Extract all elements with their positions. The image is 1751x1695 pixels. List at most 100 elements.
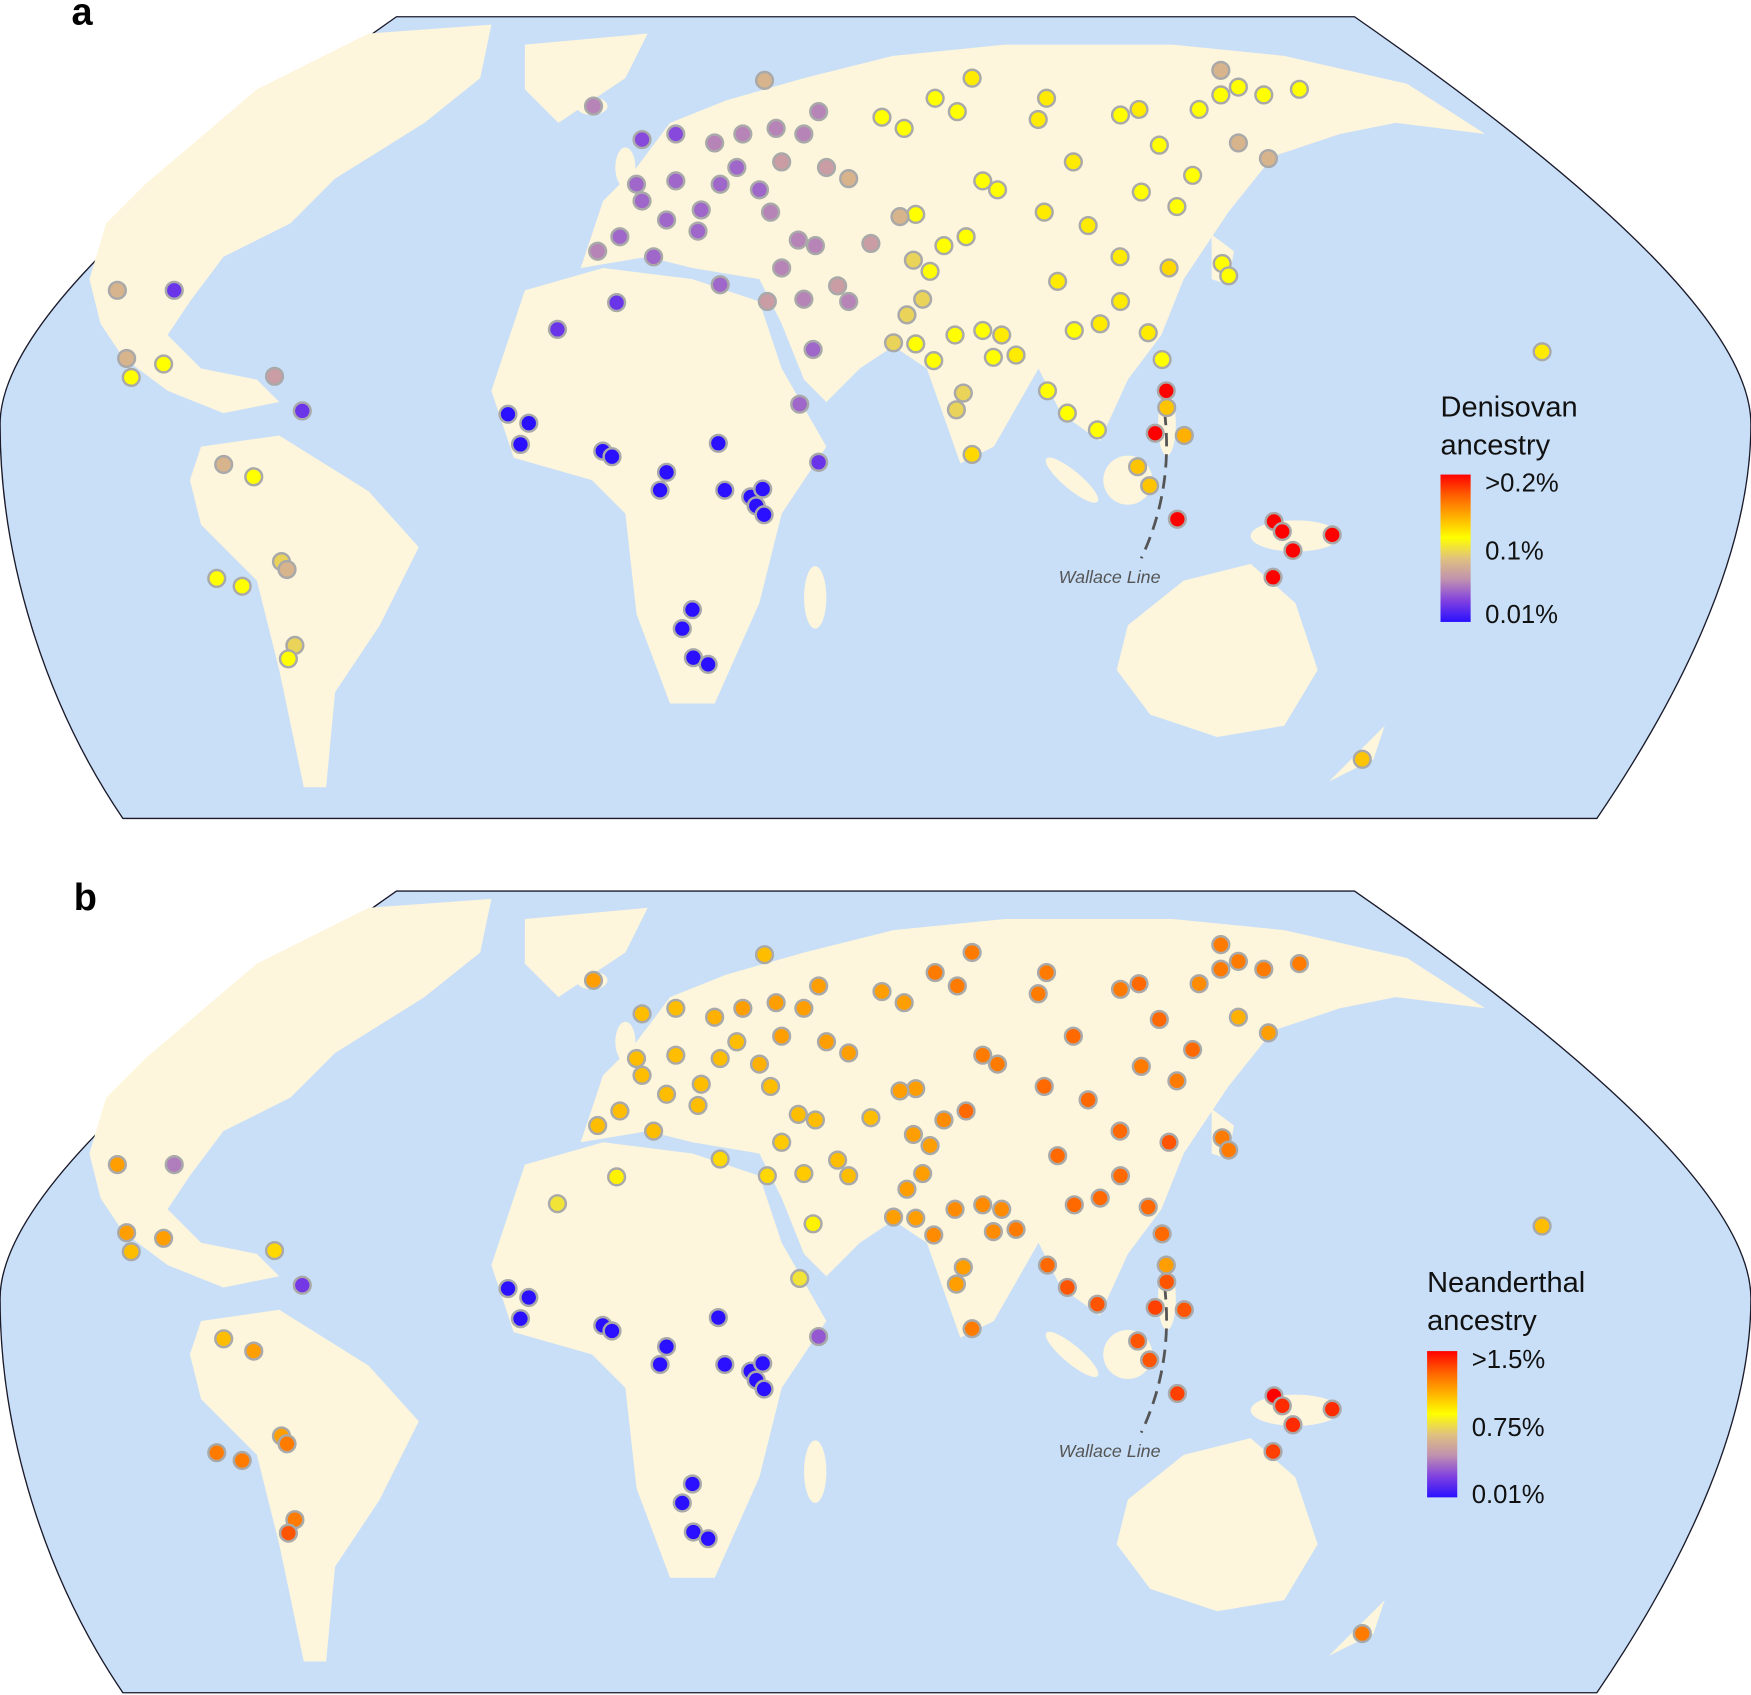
- sample-point: [962, 1319, 982, 1339]
- sample-point: [897, 305, 917, 325]
- sample-point: [1090, 314, 1110, 334]
- sample-point: [164, 1155, 184, 1175]
- sample-point: [214, 1329, 234, 1349]
- legend-tick-mid: 0.1%: [1485, 537, 1544, 565]
- sample-point: [1211, 60, 1231, 80]
- sample-point: [277, 559, 297, 580]
- sample-point: [983, 347, 1003, 367]
- sample-point: [956, 227, 976, 247]
- sample-point: [583, 970, 604, 990]
- sample-point: [1006, 345, 1026, 365]
- sample-point: [278, 649, 299, 669]
- wallace-line-label: Wallace Line: [1059, 1441, 1161, 1461]
- sample-point: [519, 1287, 539, 1308]
- sample-point: [710, 174, 730, 194]
- sample-point: [973, 1195, 993, 1215]
- sample-point: [794, 289, 814, 309]
- sample-point: [588, 241, 608, 261]
- sample-point: [992, 325, 1012, 345]
- panel-letter: a: [72, 0, 94, 34]
- sample-point: [1174, 425, 1194, 446]
- sample-point: [705, 133, 725, 153]
- sample-point: [894, 993, 914, 1013]
- sample-point: [1063, 1026, 1083, 1046]
- sample-point: [1228, 133, 1248, 153]
- sample-point: [772, 1132, 792, 1152]
- sample-point: [805, 236, 826, 256]
- sample-point: [1131, 182, 1151, 202]
- sample-point: [953, 1257, 973, 1277]
- sample-point: [164, 280, 184, 300]
- legend-tick-high: >0.2%: [1485, 469, 1559, 497]
- sample-point: [656, 1337, 677, 1357]
- sample-point: [973, 320, 993, 341]
- sample-point: [772, 258, 792, 278]
- sample-point: [1090, 1188, 1110, 1208]
- sample-point: [710, 1048, 730, 1069]
- sample-point: [1352, 1623, 1372, 1644]
- sample-point: [1064, 1195, 1084, 1215]
- sample-point: [666, 124, 686, 144]
- sample-point: [1189, 974, 1209, 994]
- sample-point: [1110, 247, 1130, 267]
- sample-point: [956, 1101, 976, 1121]
- sample-point: [1034, 202, 1054, 222]
- sample-point: [498, 404, 518, 424]
- sample-point: [1138, 1197, 1158, 1217]
- sample-points: [107, 935, 1552, 1644]
- sample-point: [794, 998, 814, 1018]
- sample-point: [632, 1065, 652, 1085]
- sample-point: [809, 1326, 829, 1347]
- sample-point: [1157, 397, 1177, 418]
- legend-title-line2: ancestry: [1440, 429, 1550, 461]
- sample-point: [666, 1045, 686, 1065]
- sample-point: [1272, 521, 1292, 542]
- sample-point: [682, 600, 703, 620]
- sample-point: [894, 118, 914, 139]
- sample-point: [920, 261, 940, 281]
- sample-point: [925, 88, 945, 108]
- sample-point: [913, 1163, 933, 1184]
- sample-point: [861, 1108, 881, 1128]
- sample-point: [1228, 951, 1248, 971]
- sample-point: [962, 444, 982, 465]
- sample-point: [1219, 1140, 1239, 1160]
- sample-point: [1131, 1056, 1151, 1076]
- sample-point: [903, 1124, 924, 1145]
- sample-point: [861, 233, 881, 254]
- sample-point: [790, 1268, 810, 1289]
- sample-point: [715, 480, 735, 500]
- panel-denisovan: a Wallace Line Denisovan ancestry >0.2% …: [0, 0, 1751, 820]
- sample-point: [794, 1163, 814, 1184]
- sample-point: [708, 433, 728, 453]
- sample-point: [827, 1150, 848, 1170]
- legend-tick-high: >1.5%: [1472, 1346, 1546, 1374]
- sample-point: [1289, 954, 1310, 974]
- sample-point: [1283, 540, 1303, 561]
- sample-point: [906, 1079, 926, 1099]
- sample-point: [1149, 135, 1169, 155]
- sample-point: [666, 998, 686, 1018]
- sample-point: [890, 207, 910, 227]
- sample-point: [753, 1353, 773, 1373]
- sample-point: [583, 96, 604, 116]
- sample-point: [1159, 1132, 1179, 1152]
- sample-point: [688, 1095, 708, 1116]
- sample-point: [232, 1450, 252, 1471]
- sample-point: [772, 1026, 792, 1046]
- sample-point: [1006, 1219, 1026, 1239]
- sample-point: [1211, 85, 1231, 105]
- sample-point: [1128, 1331, 1148, 1351]
- sample-point: [1352, 749, 1372, 769]
- sample-point: [809, 976, 829, 996]
- sample-point: [754, 945, 775, 965]
- sample-point: [121, 1242, 141, 1262]
- sample-point: [153, 354, 174, 374]
- sample-point: [519, 413, 539, 433]
- sample-point: [1532, 342, 1552, 362]
- sample-point: [656, 462, 677, 482]
- sample-point: [760, 1076, 781, 1097]
- sample-point: [1157, 1272, 1177, 1292]
- sample-point: [772, 152, 792, 172]
- sample-point: [602, 1321, 622, 1341]
